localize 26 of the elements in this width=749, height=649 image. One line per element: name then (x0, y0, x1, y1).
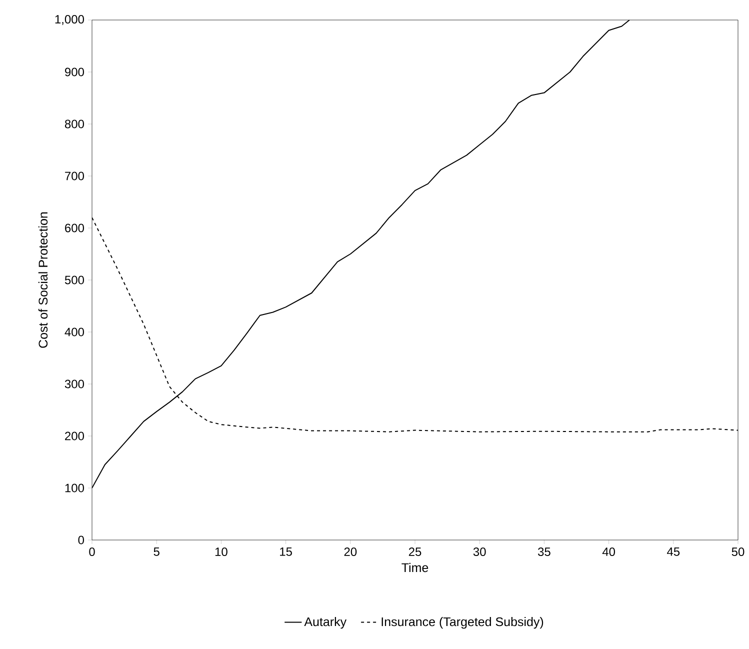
x-tick-label: 30 (473, 548, 486, 556)
x-tick-label: 20 (344, 548, 357, 556)
x-tick-label: 10 (215, 548, 228, 556)
x-tick-label: 40 (602, 548, 616, 556)
y-tick-label: 900 (65, 68, 84, 76)
y-tick-label: 300 (64, 380, 84, 388)
x-tick-label: 5 (154, 548, 160, 556)
x-tick-label: 0 (89, 548, 95, 556)
x-tick-label: 45 (667, 548, 680, 556)
y-tick-label: 700 (65, 172, 84, 180)
y-tick-label: 200 (65, 432, 84, 440)
y-tick-label: 100 (65, 484, 84, 492)
legend-label: Insurance (Targeted Subsidy) (382, 616, 544, 629)
x-axis-title: Time (402, 562, 428, 572)
x-tick-label: 50 (732, 548, 744, 556)
y-tick-label: 600 (65, 224, 84, 232)
y-axis-title: Cost of Social Protection (38, 212, 48, 348)
y-tick-label: 800 (64, 120, 84, 128)
y-tick-label: 1,000 (55, 15, 84, 25)
x-tick-label: 15 (280, 548, 292, 556)
x-tick-label: 35 (538, 548, 550, 556)
legend-label: Autarky (304, 616, 347, 629)
y-tick-label: 0 (78, 536, 84, 544)
x-tick-label: 25 (408, 548, 422, 556)
y-tick-label: 400 (64, 328, 84, 336)
y-tick-label: 500 (64, 276, 84, 284)
